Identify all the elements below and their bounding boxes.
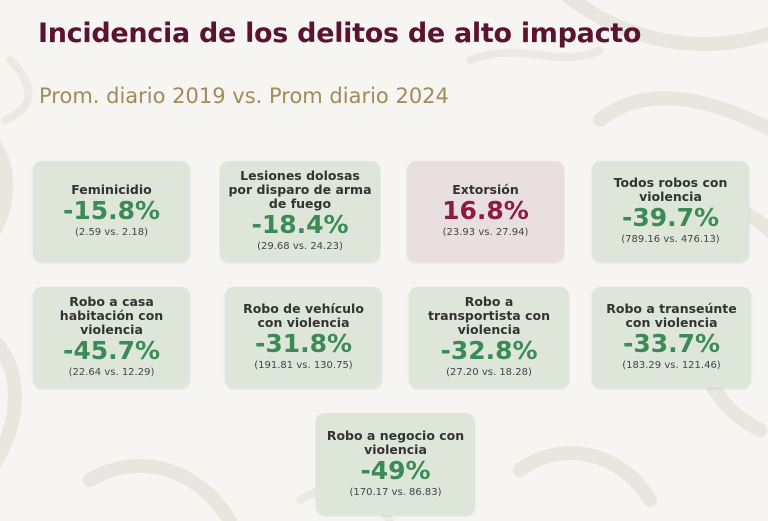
card-label: Robo a negocio con violencia	[326, 427, 465, 457]
card-label: Robo a casa habitación con violencia	[59, 294, 164, 337]
card-label: Todos robos con violencia	[613, 175, 728, 204]
page-subtitle: Prom. diario 2019 vs. Prom diario 2024	[39, 84, 449, 108]
page-title: Incidencia de los delitos de alto impact…	[38, 18, 642, 49]
card-label: Extorsión	[452, 182, 519, 197]
card-comparison: (183.29 vs. 121.46)	[622, 360, 721, 371]
card-robo-negocio: Robo a negocio con violencia -49% (170.1…	[316, 413, 475, 515]
card-change: -32.8%	[440, 336, 538, 365]
card-change: -39.7%	[621, 203, 720, 232]
card-label: Feminicidio	[71, 182, 152, 197]
card-lesiones-dolosas: Lesiones dolosas por disparo de arma de …	[220, 161, 380, 262]
card-change: -31.8%	[254, 329, 353, 358]
card-comparison: (27.20 vs. 18.28)	[446, 367, 532, 378]
card-robo-vehiculo: Robo de vehículo con violencia -31.8% (1…	[225, 287, 382, 388]
card-comparison: (22.64 vs. 12.29)	[68, 367, 155, 378]
card-change: -18.4%	[251, 210, 349, 239]
card-comparison: (789.16 vs. 476.13)	[621, 234, 720, 245]
card-robo-transeunte: Robo a transeúnte con violencia -33.7% (…	[592, 287, 751, 388]
card-robo-transportista: Robo a transportista con violencia -32.8…	[409, 287, 569, 388]
card-label: Robo a transportista con violencia	[428, 294, 550, 337]
card-comparison: (170.17 vs. 86.83)	[349, 486, 442, 498]
card-comparison: (29.68 vs. 24.23)	[257, 241, 343, 252]
card-feminicidio: Feminicidio -15.8% (2.59 vs. 2.18)	[33, 161, 190, 262]
card-change: 16.8%	[442, 196, 529, 225]
card-robo-casa: Robo a casa habitación con violencia -45…	[33, 287, 190, 388]
card-extorsion: Extorsión 16.8% (23.93 vs. 27.94)	[407, 161, 564, 262]
card-label: Robo a transeúnte con violencia	[606, 301, 737, 330]
card-change: -45.7%	[62, 336, 161, 365]
card-change: -15.8%	[62, 196, 161, 225]
card-label: Lesiones dolosas por disparo de arma de …	[228, 168, 372, 211]
card-label: Robo de vehículo con violencia	[243, 301, 364, 330]
card-comparison: (23.93 vs. 27.94)	[442, 227, 529, 238]
card-change: -33.7%	[622, 329, 721, 358]
card-todos-robos: Todos robos con violencia -39.7% (789.16…	[592, 161, 749, 262]
card-comparison: (191.81 vs. 130.75)	[254, 360, 353, 371]
card-change: -49%	[360, 455, 431, 485]
card-comparison: (2.59 vs. 2.18)	[75, 227, 148, 238]
